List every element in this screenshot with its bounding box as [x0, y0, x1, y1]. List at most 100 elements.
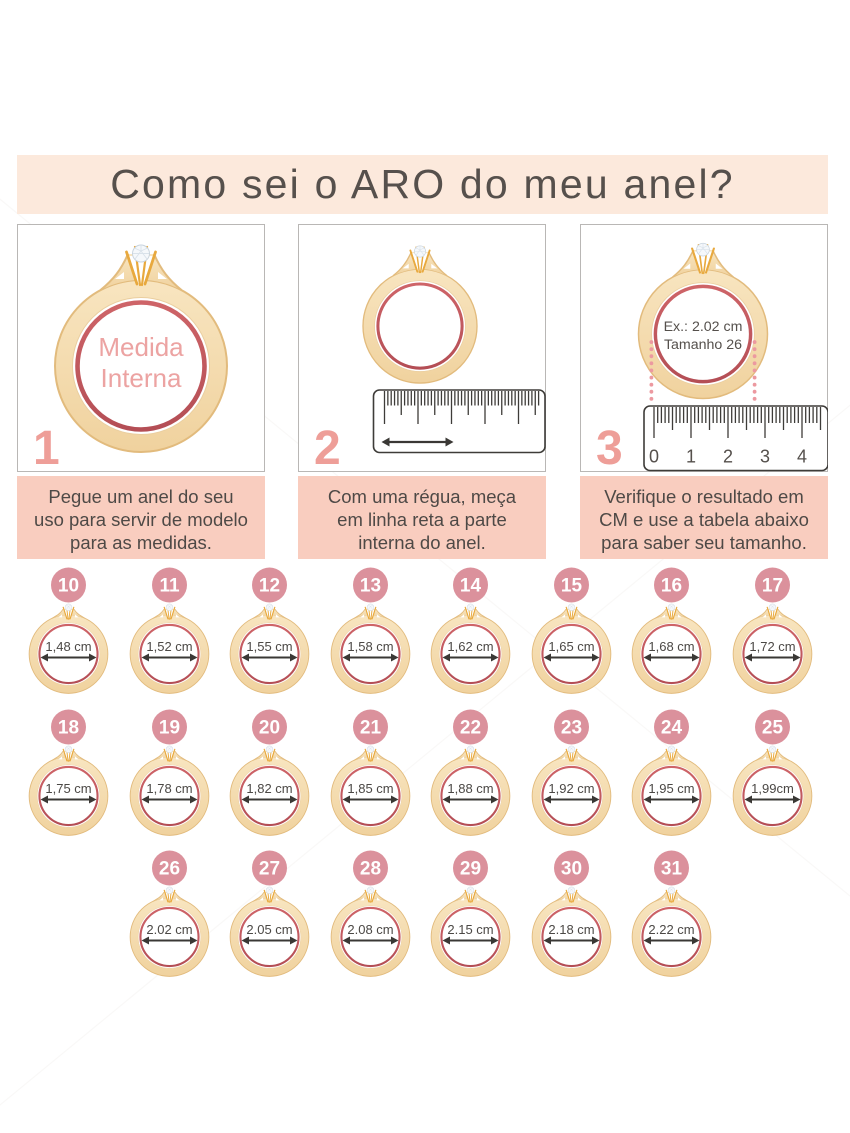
size-measurement-label: 1,75 cm	[45, 781, 91, 796]
size-item-figure: 25 1,99cm	[731, 709, 813, 836]
size-measurement-label: 1,58 cm	[347, 639, 393, 654]
size-item-15: 15 1,65 cm	[521, 567, 622, 697]
size-measurement-label: 1,85 cm	[347, 781, 393, 796]
size-badge	[553, 850, 589, 886]
size-measurement-label: 1,52 cm	[146, 639, 192, 654]
size-item-21: 21 1,85 cm	[320, 709, 421, 839]
arrow-head-right	[189, 936, 197, 945]
ruler-number: 0	[649, 447, 659, 467]
size-item-12: 12 1,55 cm	[219, 567, 320, 697]
size-item-figure: 28 2.08 cm	[329, 850, 411, 978]
size-measurement-label: 1,62 cm	[447, 639, 493, 654]
ruler-number: 3	[760, 447, 770, 467]
size-badge	[51, 567, 86, 603]
step-3-ring-label-line-2: Tamanho 26	[664, 337, 742, 353]
arrow-head-left	[381, 437, 390, 447]
arrow-head-left	[241, 653, 249, 662]
size-measurement-label: 2.08 cm	[347, 922, 393, 937]
arrow-head-left	[744, 795, 752, 803]
size-item-25: 25 1,99cm	[722, 709, 823, 839]
size-measurement-label: 1,65 cm	[548, 639, 594, 654]
arrow-head-left	[643, 795, 651, 803]
size-diameter-arrow	[744, 653, 800, 662]
size-measurement-label: 1,88 cm	[447, 781, 493, 796]
step-1-caption: Pegue um anel do seu uso para servir de …	[17, 476, 265, 559]
step-3-ruler: 0 1 2 3 4	[643, 405, 828, 472]
size-measurement-label: 2.18 cm	[548, 922, 594, 937]
arrow-head-right	[692, 795, 700, 803]
size-item-figure: 31 2.22 cm	[631, 850, 712, 978]
size-badge-number: 27	[259, 859, 280, 880]
ruler-number: 4	[797, 447, 807, 467]
arrow-head-left	[643, 653, 651, 662]
size-item-13: 13 1,58 cm	[320, 567, 421, 697]
arrow-head-right	[390, 936, 398, 945]
arrow-head-left	[141, 936, 149, 945]
size-item-20: 20 1,82 cm	[219, 709, 320, 839]
size-item-figure: 13 1,58 cm	[329, 567, 411, 695]
step-2-number: 2	[314, 422, 341, 472]
size-badge-number: 21	[359, 717, 381, 738]
arrow-head-right	[89, 795, 97, 803]
step-2-figure: 2	[314, 244, 546, 472]
size-item-22: 22 1,88 cm	[420, 709, 521, 839]
step-3-caption: Verifique o resultado em CM e use a tabe…	[580, 476, 828, 559]
size-diameter-arrow	[543, 795, 599, 803]
size-diameter-arrow	[342, 936, 398, 945]
size-badge-number: 18	[58, 717, 79, 738]
step-3-ring-label-line-1: Ex.: 2.02 cm	[664, 319, 743, 335]
size-badge	[453, 850, 488, 886]
size-item-29: 29 2.15 cm	[420, 850, 521, 980]
size-badge-number: 23	[560, 717, 581, 738]
size-badge-number: 12	[259, 576, 280, 597]
size-badge	[754, 567, 790, 603]
size-item-11: 11 1,52 cm	[119, 567, 220, 697]
size-item-figure: 14 1,62 cm	[430, 567, 511, 695]
arrow-head-left	[442, 936, 450, 945]
arrow-head-left	[442, 653, 450, 662]
size-item-17: 17 1,72 cm	[722, 567, 823, 697]
step-2-box: 2	[298, 224, 546, 472]
arrow-head-right	[792, 653, 800, 662]
size-item-23: 23 1,92 cm	[521, 709, 622, 839]
arrow-head-left	[241, 795, 249, 803]
arrow-head-right	[290, 936, 298, 945]
size-badge	[754, 709, 790, 744]
arrow-head-left	[342, 936, 350, 945]
ruler-number: 1	[686, 447, 696, 467]
size-diameter-arrow	[342, 653, 398, 662]
arrow-head-right	[491, 936, 499, 945]
arrow-head-right	[189, 795, 197, 803]
arrow-head-left	[40, 795, 48, 803]
title-banner: Como sei o ARO do meu anel?	[17, 155, 828, 214]
size-diameter-arrow	[442, 653, 499, 662]
size-badge	[352, 850, 388, 886]
size-item-figure: 24 1,95 cm	[631, 709, 712, 836]
size-badge-number: 25	[761, 717, 783, 738]
size-item-figure: 19 1,78 cm	[128, 709, 210, 836]
size-badge	[151, 567, 187, 603]
size-badge	[453, 709, 488, 744]
arrow-head-left	[141, 653, 149, 662]
step-3-box: Ex.: 2.02 cm Tamanho 26 0 1 2 3 4 3	[580, 224, 828, 472]
size-item-figure: 15 1,65 cm	[530, 567, 612, 695]
size-measurement-label: 1,82 cm	[246, 781, 292, 796]
arrow-head-right	[692, 936, 700, 945]
page-title: Como sei o ARO do meu anel?	[110, 161, 735, 207]
size-badge-number: 11	[159, 576, 180, 597]
arrow-head-right	[445, 437, 454, 447]
size-item-31: 31 2.22 cm	[621, 850, 722, 980]
size-diameter-arrow	[40, 795, 97, 803]
size-badge-number: 16	[661, 576, 682, 597]
size-measurement-label: 1,48 cm	[45, 639, 91, 654]
step-2-caption: Com uma régua, meça em linha reta a part…	[298, 476, 546, 559]
arrow-head-left	[543, 795, 551, 803]
size-item-figure: 20 1,82 cm	[229, 709, 310, 836]
arrow-head-right	[692, 653, 700, 662]
size-badge	[553, 709, 589, 744]
size-measurement-label: 1,55 cm	[246, 639, 292, 654]
arrow-head-left	[442, 795, 450, 803]
ruler-number: 2	[723, 447, 733, 467]
size-badge	[654, 567, 689, 603]
